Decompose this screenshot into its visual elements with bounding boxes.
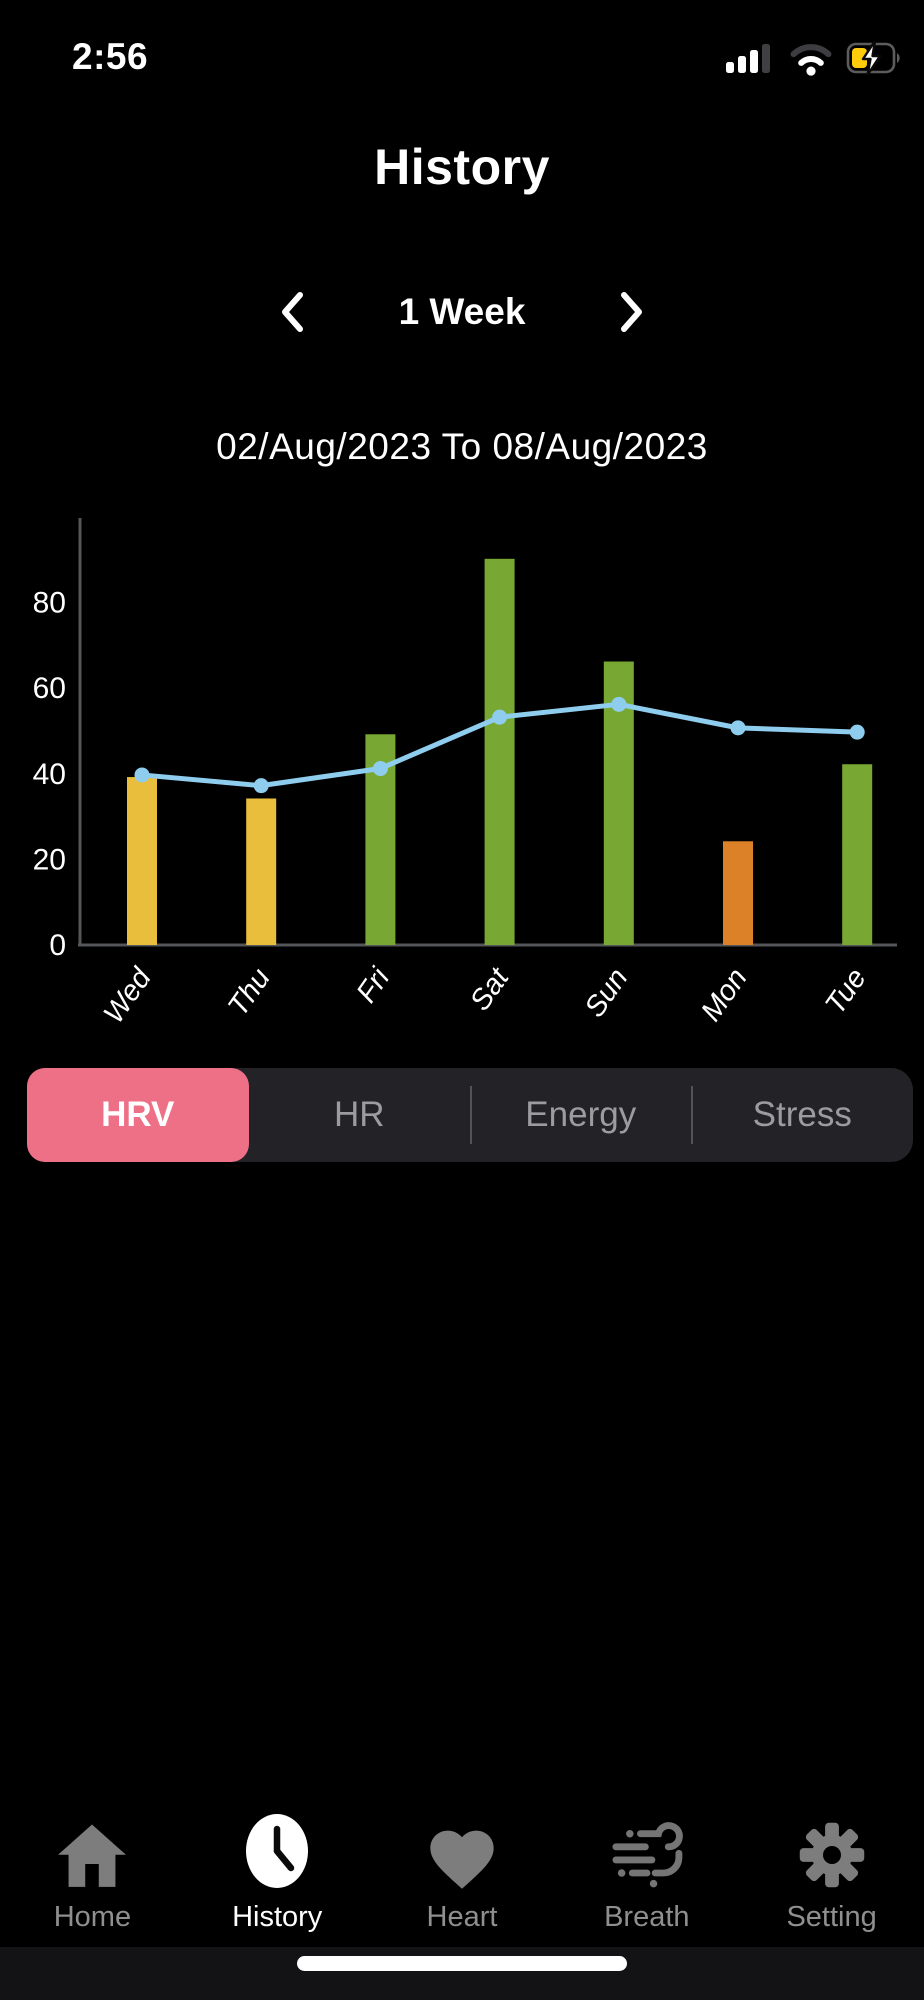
- page-title: History: [374, 139, 550, 195]
- home-indicator[interactable]: [297, 1956, 627, 1971]
- segment-hr-label: HR: [333, 1095, 385, 1134]
- tab-setting-label: Setting: [786, 1901, 877, 1933]
- svg-text:Sat: Sat: [464, 961, 516, 1017]
- svg-text:60: 60: [33, 672, 66, 705]
- wifi-icon: [790, 44, 832, 76]
- segment-divider: [470, 1086, 472, 1144]
- segment-energy[interactable]: Energy: [470, 1068, 692, 1162]
- clock-icon: [246, 1814, 309, 1888]
- status-time: 2:56: [72, 36, 149, 77]
- segment-hrv-label: HRV: [101, 1095, 175, 1134]
- status-bar: 2:56: [0, 28, 924, 90]
- hrv-history-chart: 0 20 40 60 80 Wed Thu Fri Sat Sun Mon Tue: [33, 518, 897, 1029]
- chevron-right-icon[interactable]: [617, 290, 647, 334]
- svg-text:20: 20: [33, 843, 66, 876]
- tab-history[interactable]: History: [185, 1808, 370, 1940]
- svg-text:Fri: Fri: [351, 961, 398, 1008]
- segment-hr[interactable]: HR: [249, 1068, 471, 1162]
- heart-icon: [430, 1830, 494, 1889]
- chevron-left-icon[interactable]: [277, 290, 307, 334]
- segment-stress[interactable]: Stress: [692, 1068, 914, 1162]
- svg-text:Thu: Thu: [222, 963, 277, 1022]
- battery-charging-icon: [846, 41, 900, 75]
- cellular-signal-icon: [726, 44, 770, 73]
- svg-text:Sun: Sun: [579, 963, 635, 1024]
- svg-text:40: 40: [33, 758, 66, 791]
- tab-history-label: History: [232, 1901, 323, 1933]
- svg-text:Mon: Mon: [695, 963, 754, 1028]
- wind-icon: [612, 1822, 683, 1888]
- metric-segmented-control: HRV HR Energy Stress: [27, 1068, 913, 1162]
- tab-heart[interactable]: Heart: [370, 1808, 555, 1940]
- bottom-strip: [0, 1947, 924, 2000]
- tab-breath[interactable]: Breath: [554, 1808, 739, 1940]
- svg-text:80: 80: [33, 587, 66, 620]
- week-navigator: 1 Week: [0, 284, 924, 340]
- segment-stress-label: Stress: [752, 1095, 852, 1134]
- tab-heart-label: Heart: [426, 1901, 498, 1933]
- segment-hrv[interactable]: HRV: [27, 1068, 249, 1162]
- svg-text:0: 0: [49, 929, 66, 962]
- date-range-label: 02/Aug/2023 To 08/Aug/2023: [216, 426, 708, 467]
- home-icon: [58, 1824, 127, 1887]
- segment-energy-label: Energy: [525, 1095, 637, 1134]
- segment-divider: [691, 1086, 693, 1144]
- gear-icon: [799, 1822, 864, 1888]
- tab-home-label: Home: [53, 1901, 132, 1933]
- week-range-label: 1 Week: [398, 291, 526, 332]
- bottom-tab-bar: Home History Heart: [0, 1808, 924, 1940]
- tab-breath-label: Breath: [604, 1901, 690, 1933]
- tab-home[interactable]: Home: [0, 1808, 185, 1940]
- svg-text:Tue: Tue: [819, 963, 873, 1021]
- tab-setting[interactable]: Setting: [739, 1808, 924, 1940]
- svg-text:Wed: Wed: [98, 962, 159, 1029]
